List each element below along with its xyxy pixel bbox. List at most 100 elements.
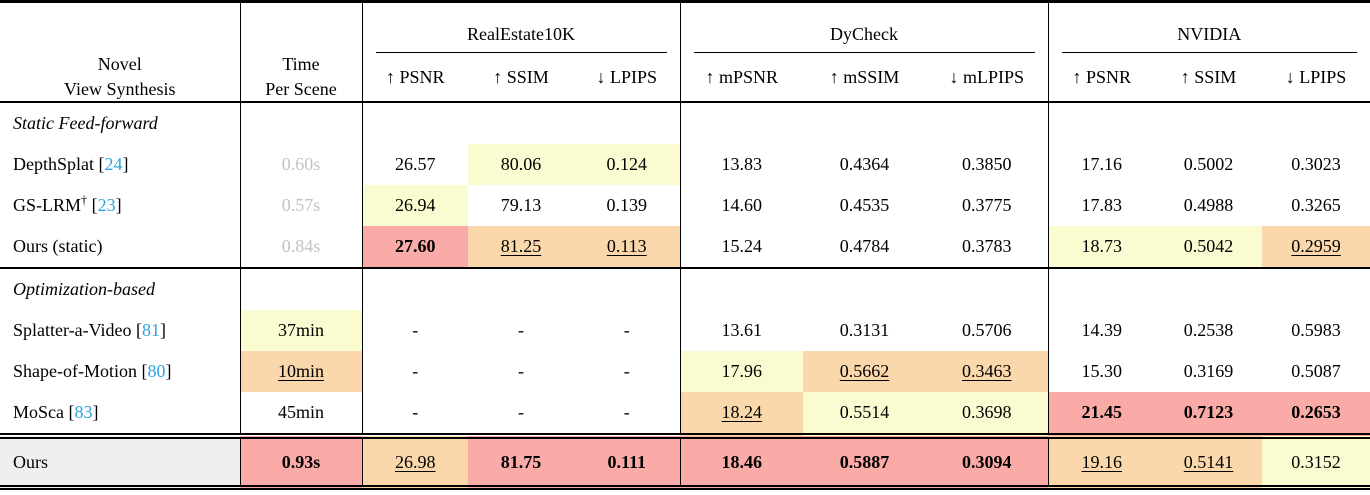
empty-cell <box>1155 102 1262 144</box>
time-cell: 0.57s <box>240 185 363 226</box>
ours-final-row: Ours 0.93s 26.98 81.75 0.111 18.46 0.5887 0.309… <box>0 436 1370 488</box>
value-cell: 0.5002 <box>1183 154 1234 174</box>
method-name: Ours <box>13 451 48 472</box>
empty-cell <box>574 268 681 310</box>
value-cell: 17.96 <box>680 351 804 392</box>
value-cell: 81.25 <box>468 226 574 269</box>
value-cell: 0.5662 <box>803 351 927 392</box>
group-header-nvidia: NVIDIA <box>1048 2 1370 53</box>
empty-cell <box>362 102 468 144</box>
section-title-cell: Static Feed-forward <box>0 102 241 144</box>
table-row: Shape-of-Motion [80] 10min - - -17.96 0.5662 0… <box>0 351 1370 392</box>
group-header-dycheck: DyCheck <box>680 1 1049 53</box>
section-title: Static Feed-forward <box>13 113 158 133</box>
empty-cell <box>240 102 363 144</box>
method-cell: DepthSplat [24] <box>0 144 241 185</box>
value-cell: 15.24 <box>680 226 804 269</box>
citation-link[interactable]: 80 <box>147 361 166 381</box>
metric-header-nvidia-psnr: ↑ PSNR <box>1048 53 1156 103</box>
empty-cell <box>1048 102 1155 144</box>
empty-cell <box>574 102 681 144</box>
method-cell: Shape-of-Motion [80] <box>0 351 241 392</box>
value-cell: 13.83 <box>721 154 763 174</box>
value-cell: 0.5887 <box>803 436 927 488</box>
method-name: GS-LRM <box>13 195 82 215</box>
empty-cell <box>803 102 926 144</box>
value-cell: - <box>574 392 681 439</box>
value-cell: - <box>518 361 524 381</box>
time-cell: 10min <box>240 351 363 392</box>
value-cell: 14.60 <box>721 195 763 215</box>
value-cell: 15.30 <box>1081 361 1123 381</box>
value-cell: 0.3850 <box>926 144 1049 185</box>
method-cell: Ours (static) <box>0 226 241 269</box>
value-cell: 0.139 <box>574 185 681 226</box>
time-header-line1: Time <box>282 54 320 75</box>
metric-header-re10k-ssim: ↑ SSIM <box>468 53 574 103</box>
value-cell: 0.4535 <box>839 195 890 215</box>
value-cell: 18.46 <box>680 436 804 488</box>
group-label: DyCheck <box>693 16 1035 53</box>
citation-link[interactable]: 83 <box>74 402 93 422</box>
group-header-realestate10k: RealEstate10K <box>362 1 681 53</box>
citation-link[interactable]: 24 <box>104 154 123 174</box>
empty-cell <box>468 268 574 310</box>
value-cell: 0.111 <box>574 436 681 488</box>
value-cell: 0.5514 <box>803 392 927 439</box>
value-cell: 0.5087 <box>1291 361 1341 381</box>
method-column-header: Novel View Synthesis <box>0 1 241 103</box>
value-cell: 0.4364 <box>839 154 890 174</box>
empty-cell <box>1262 102 1370 144</box>
value-cell: 0.3023 <box>1291 154 1341 174</box>
table-row: DepthSplat [24] 0.60s 26.57 80.06 0.124 13.83… <box>0 144 1370 185</box>
section-title-row: Static Feed-forward <box>0 102 1370 144</box>
section-title: Optimization-based <box>13 279 155 299</box>
value-cell: 0.3169 <box>1183 361 1234 381</box>
value-cell: 0.4988 <box>1183 195 1234 215</box>
value-cell: 17.16 <box>1081 154 1123 174</box>
time-header-line2: Per Scene <box>265 78 337 99</box>
value-cell: 21.45 <box>1048 392 1156 439</box>
value-cell: 26.57 <box>395 154 436 174</box>
value-cell: - <box>362 392 468 439</box>
value-cell: 0.5042 <box>1155 226 1263 269</box>
time-cell: 0.60s <box>240 144 363 185</box>
value-cell: 14.39 <box>1081 320 1123 340</box>
value-cell: 0.3698 <box>926 392 1049 439</box>
time-cell: 45min <box>240 392 363 439</box>
value-cell: 0.3131 <box>839 320 890 340</box>
value-cell: 80.06 <box>468 144 574 185</box>
value-cell: 0.3094 <box>926 436 1049 488</box>
value-cell: - <box>412 320 419 340</box>
section-title-row: Optimization-based <box>0 268 1370 310</box>
value-cell: - <box>412 361 419 381</box>
citation-link[interactable]: 23 <box>97 195 116 215</box>
empty-cell <box>468 102 574 144</box>
value-cell: 13.61 <box>721 320 763 340</box>
method-header-line1: Novel <box>97 54 142 75</box>
value-cell: 0.5141 <box>1155 436 1263 488</box>
value-cell: 0.3152 <box>1262 436 1370 488</box>
empty-cell <box>1048 268 1155 310</box>
value-cell: 0.3265 <box>1291 195 1341 215</box>
time-cell: 37min <box>240 310 363 351</box>
value-cell: 0.113 <box>574 226 681 269</box>
value-cell: 0.3783 <box>926 226 1049 269</box>
value-cell: 0.3775 <box>926 185 1049 226</box>
value-cell: 26.98 <box>362 436 468 488</box>
value-cell: 19.16 <box>1048 436 1156 488</box>
value-cell: 0.3463 <box>926 351 1049 392</box>
empty-cell <box>240 268 363 310</box>
citation-link[interactable]: 81 <box>142 320 161 340</box>
empty-cell <box>680 102 803 144</box>
method-cell: Ours <box>0 436 241 488</box>
method-header-line2: View Synthesis <box>64 78 176 99</box>
method-cell: MoSca [83] <box>0 392 241 439</box>
empty-cell <box>803 268 926 310</box>
section-title-cell: Optimization-based <box>0 268 241 310</box>
method-name: Ours (static) <box>13 236 103 256</box>
metric-header-re10k-lpips: ↓ LPIPS <box>574 53 681 103</box>
time-cell: 0.93s <box>240 436 363 488</box>
value-cell: 26.94 <box>362 185 468 226</box>
value-cell: - <box>574 351 681 392</box>
